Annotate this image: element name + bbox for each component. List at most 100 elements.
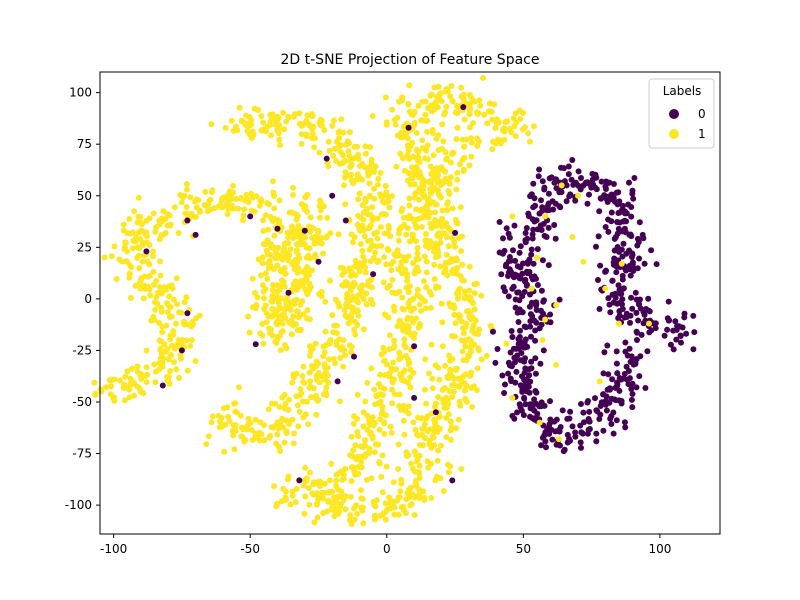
data-point-label-1 [432, 201, 439, 208]
data-point-label-0 [600, 391, 607, 398]
data-point-label-0 [626, 375, 633, 382]
data-point-label-1 [116, 377, 123, 384]
data-point-label-1 [439, 207, 446, 214]
data-point-label-1 [434, 104, 441, 111]
data-point-label-1 [406, 202, 413, 209]
data-point-label-1 [395, 511, 402, 518]
data-point-label-1 [271, 483, 277, 490]
outlier-point [509, 394, 516, 401]
data-point-label-1 [394, 114, 401, 121]
data-point-label-1 [389, 106, 396, 113]
data-point-label-1 [317, 197, 323, 204]
data-point-label-1 [434, 176, 441, 183]
data-point-label-0 [494, 346, 501, 352]
data-point-label-0 [622, 424, 629, 431]
data-point-label-1 [449, 333, 456, 339]
data-point-label-1 [287, 501, 294, 508]
data-point-label-1 [311, 144, 318, 151]
data-point-label-1 [453, 136, 460, 143]
data-point-label-0 [610, 409, 617, 416]
data-point-label-1 [330, 502, 337, 509]
data-point-label-1 [356, 163, 363, 169]
data-point-label-0 [501, 390, 508, 396]
data-point-label-1 [468, 369, 475, 376]
data-point-label-1 [405, 101, 412, 108]
data-point-label-1 [273, 503, 280, 510]
data-point-label-1 [307, 122, 314, 129]
data-point-label-1 [427, 304, 434, 311]
data-point-label-0 [632, 289, 639, 296]
data-point-label-1 [369, 204, 376, 211]
data-point-label-1 [296, 392, 303, 399]
data-point-label-1 [152, 368, 159, 375]
data-point-label-1 [517, 116, 524, 122]
data-point-label-1 [379, 489, 386, 496]
data-point-label-1 [350, 447, 357, 454]
outlier-point [602, 285, 609, 292]
data-point-label-1 [337, 264, 344, 271]
data-point-label-1 [295, 252, 302, 259]
x-tick-label: 100 [648, 542, 671, 556]
data-point-label-1 [420, 488, 427, 495]
data-point-label-0 [517, 327, 523, 334]
data-point-label-1 [297, 301, 304, 308]
data-point-label-1 [273, 121, 280, 128]
data-point-label-1 [178, 309, 185, 316]
data-point-label-0 [565, 163, 572, 170]
data-point-label-1 [224, 211, 231, 218]
data-point-label-1 [394, 247, 401, 254]
data-point-label-1 [166, 314, 173, 320]
data-point-label-1 [357, 214, 364, 221]
data-point-label-1 [164, 346, 171, 352]
data-point-label-1 [397, 317, 403, 324]
data-point-label-1 [193, 315, 200, 322]
data-point-label-1 [278, 254, 285, 261]
data-point-label-1 [466, 124, 473, 131]
data-point-label-1 [352, 331, 359, 338]
outlier-point [159, 382, 166, 389]
data-point-label-1 [284, 476, 291, 483]
data-point-label-1 [422, 305, 429, 312]
data-point-label-1 [291, 430, 298, 437]
data-point-label-0 [533, 319, 540, 326]
data-point-label-1 [124, 368, 131, 375]
data-point-label-1 [453, 108, 460, 115]
data-point-label-0 [524, 270, 531, 277]
data-point-label-1 [347, 129, 353, 136]
data-point-label-1 [354, 510, 361, 517]
data-point-label-1 [295, 223, 302, 229]
data-point-label-1 [348, 268, 355, 275]
data-point-label-0 [549, 436, 556, 443]
data-point-label-1 [325, 138, 332, 145]
data-point-label-1 [437, 193, 444, 200]
data-point-label-1 [233, 196, 239, 202]
data-point-label-1 [166, 212, 173, 219]
data-point-label-1 [328, 460, 335, 467]
data-point-label-1 [224, 404, 231, 411]
data-point-label-1 [245, 199, 252, 206]
data-point-label-0 [595, 233, 602, 240]
data-point-label-0 [548, 174, 555, 181]
data-point-label-1 [245, 313, 252, 320]
data-point-label-1 [385, 247, 392, 254]
data-point-label-1 [427, 220, 434, 227]
data-point-label-1 [393, 290, 400, 297]
data-point-label-0 [611, 235, 618, 242]
data-point-label-0 [602, 224, 609, 230]
data-point-label-1 [454, 124, 461, 131]
data-point-label-1 [267, 261, 273, 268]
data-point-label-1 [341, 307, 348, 314]
data-point-label-1 [279, 320, 286, 327]
data-point-label-1 [375, 441, 382, 448]
data-point-label-1 [381, 385, 388, 392]
data-point-label-1 [347, 158, 354, 164]
data-point-label-1 [274, 318, 281, 325]
data-point-label-1 [459, 261, 466, 268]
data-point-label-1 [173, 366, 180, 373]
data-point-label-0 [665, 298, 672, 305]
data-point-label-1 [405, 288, 412, 295]
data-point-label-1 [426, 441, 433, 448]
data-point-label-0 [514, 263, 521, 270]
data-point-label-1 [387, 261, 394, 268]
data-point-label-1 [362, 143, 369, 150]
